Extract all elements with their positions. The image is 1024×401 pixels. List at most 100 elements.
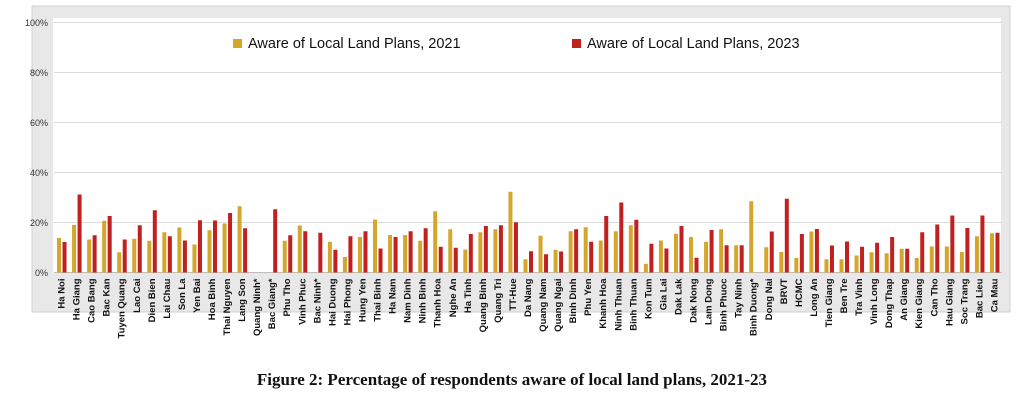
bar-2021: [72, 225, 77, 273]
x-tick-label: Khanh Hoa: [598, 278, 609, 329]
bar-2021: [463, 249, 468, 273]
bar-2021: [282, 240, 287, 273]
bar-2021: [327, 241, 332, 273]
x-tick-label: Lang Son: [237, 278, 248, 321]
bar-2023: [529, 251, 533, 273]
bar-2023: [243, 228, 248, 273]
x-tick-label: Hoa Binh: [207, 278, 218, 320]
bar-2023: [92, 235, 97, 273]
bar-2023: [845, 241, 849, 273]
bar-2021: [673, 233, 678, 273]
x-tick-label: Yen Bai: [192, 279, 203, 313]
bar-2023: [122, 239, 127, 273]
bar-2023: [860, 246, 865, 273]
bar-2023: [513, 222, 518, 273]
x-tick-label: Tay Ninh: [734, 278, 745, 318]
bar-2021: [583, 227, 588, 273]
bar-2023: [228, 213, 233, 273]
bar-2021: [237, 206, 242, 273]
bar-2023: [604, 216, 609, 273]
bar-2021: [538, 235, 543, 273]
bar-2021: [628, 225, 633, 273]
bar-2023: [318, 232, 323, 273]
x-tick-label: Hung Yen: [357, 278, 368, 322]
bar-2023: [574, 229, 579, 273]
x-tick-label: Son La: [177, 278, 188, 310]
bar-2021: [839, 259, 844, 273]
bar-2023: [393, 237, 398, 273]
bar-2021: [764, 247, 769, 273]
x-tick-label: Lai Chau: [162, 278, 173, 318]
y-tick-label: 60%: [30, 118, 48, 128]
bar-2023: [694, 257, 699, 273]
bar-2023: [679, 226, 684, 273]
bar-2021: [342, 257, 347, 273]
x-tick-label: Ca Mau: [989, 278, 1000, 312]
bar-2023: [107, 216, 112, 273]
x-tick-label: Binh Thuan: [628, 278, 639, 330]
bar-2021: [57, 238, 62, 273]
x-tick-label: Can Tho: [929, 278, 940, 316]
bar-2023: [182, 240, 187, 273]
bar-2021: [794, 258, 799, 273]
bar-2021: [809, 231, 814, 273]
x-tick-label: Ninh Thuan: [613, 278, 624, 330]
bar-2023: [423, 228, 428, 273]
bar-2023: [875, 242, 880, 273]
x-tick-label: Ha Noi: [57, 279, 68, 309]
y-tick-label: 40%: [30, 168, 48, 178]
y-tick-label: 20%: [30, 218, 48, 228]
x-tick-label: Thanh Hoa: [433, 278, 444, 328]
x-tick-label: Thai Binh: [373, 278, 384, 321]
bar-chart: 0% 20% 40% 60% 80% 100% Ha Noi Ha Giang Cao Ban…: [25, 5, 1011, 339]
bar-2023: [814, 229, 819, 273]
x-tick-label: Soc Trang: [959, 278, 970, 324]
bar-2021: [403, 235, 408, 273]
bar-2023: [829, 245, 834, 273]
legend-label: Aware of Local Land Plans, 2023: [587, 36, 800, 52]
bar-2021: [192, 244, 197, 273]
bar-2021: [478, 232, 483, 273]
bar-2021: [854, 255, 859, 273]
bar-2023: [468, 234, 473, 273]
bar-2023: [739, 245, 744, 273]
legend-swatch: [233, 39, 242, 48]
x-tick-label: Lam Dong: [704, 278, 715, 325]
x-tick-label: Quang Tri: [493, 279, 504, 323]
bar-2023: [709, 230, 714, 273]
figure-caption: Figure 2: Percentage of respondents awar…: [256, 370, 768, 389]
bar-2023: [197, 220, 202, 273]
bar-2021: [132, 238, 137, 273]
bar-2021: [222, 223, 227, 273]
x-tick-label: Phu Yen: [583, 278, 594, 316]
bar-2021: [297, 225, 302, 273]
y-tick-label: 0%: [35, 268, 48, 278]
bar-2021: [147, 240, 152, 273]
bar-2023: [980, 215, 985, 273]
x-tick-label: Thai Nguyen: [222, 278, 233, 335]
bar-2021: [734, 245, 739, 273]
bar-2021: [929, 246, 934, 273]
x-tick-label: Vinh Phuc: [297, 279, 308, 325]
legend-swatch: [572, 39, 581, 48]
bar-2021: [749, 201, 754, 273]
bar-2023: [408, 231, 413, 273]
x-tick-label: Quang Binh: [478, 278, 489, 332]
bar-2021: [643, 263, 648, 273]
x-tick-label: An Giang: [899, 278, 910, 320]
x-tick-label: Nam Dinh: [403, 278, 414, 323]
x-tick-label: Da Nang: [523, 278, 534, 317]
bar-2023: [965, 228, 970, 273]
bar-2021: [689, 237, 694, 273]
bar-2021: [388, 235, 393, 273]
x-tick-label: Long An: [809, 278, 820, 316]
bar-2021: [373, 219, 378, 273]
bar-2021: [568, 231, 573, 273]
bar-2023: [363, 231, 368, 273]
x-tick-label: Ben Tre: [839, 279, 850, 314]
bar-2021: [117, 252, 122, 273]
x-tick-label: Bac Lieu: [974, 278, 985, 318]
x-tick-label: Hau Giang: [944, 278, 955, 326]
bar-2021: [207, 230, 212, 273]
bar-2023: [784, 198, 789, 273]
